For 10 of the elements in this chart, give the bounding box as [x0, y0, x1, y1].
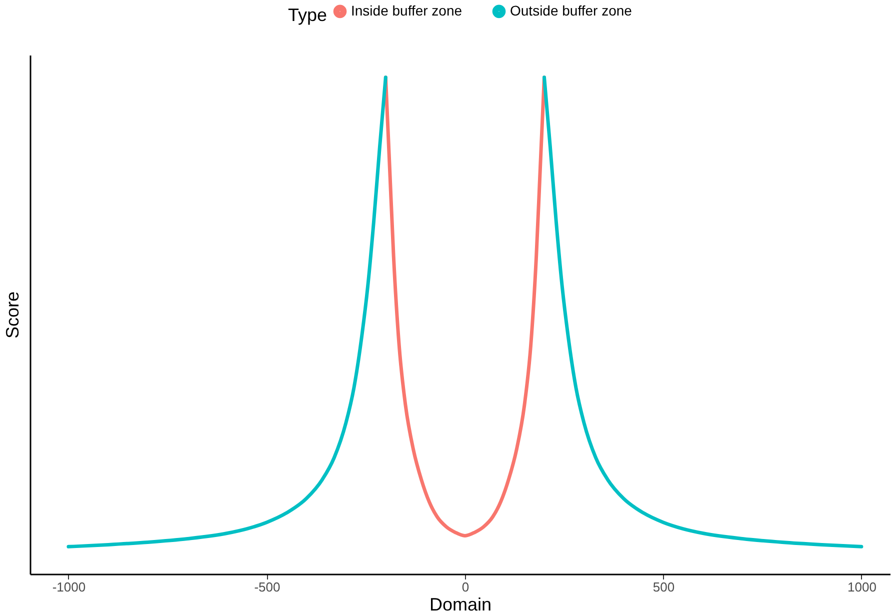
- x-tick-label: 0: [462, 580, 470, 594]
- x-axis-title: Domain: [429, 594, 492, 614]
- x-tick-label: 500: [652, 580, 675, 594]
- legend-label: Outside buffer zone: [510, 2, 632, 18]
- legend-label: Inside buffer zone: [351, 2, 462, 18]
- y-axis-title: Score: [2, 291, 22, 339]
- x-tick-label: 1000: [847, 580, 876, 594]
- x-tick-label: -1000: [52, 580, 86, 594]
- x-tick-label: -500: [254, 580, 280, 594]
- legend-title: Type: [288, 5, 328, 25]
